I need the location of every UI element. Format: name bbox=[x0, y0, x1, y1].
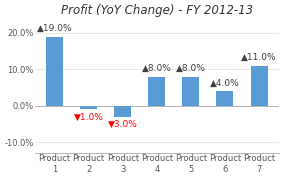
Bar bbox=[80, 106, 97, 109]
Text: ▼1.0%: ▼1.0% bbox=[74, 113, 104, 122]
Text: ▲8.0%: ▲8.0% bbox=[142, 64, 172, 73]
Bar bbox=[182, 77, 200, 106]
Title: Profit (YoY Change) - FY 2012-13: Profit (YoY Change) - FY 2012-13 bbox=[61, 4, 253, 17]
Text: ▲4.0%: ▲4.0% bbox=[210, 78, 240, 88]
Bar bbox=[148, 77, 165, 106]
Bar bbox=[216, 91, 233, 106]
Bar bbox=[114, 106, 131, 117]
Bar bbox=[250, 66, 268, 106]
Bar bbox=[46, 36, 63, 106]
Text: ▲19.0%: ▲19.0% bbox=[37, 24, 72, 33]
Text: ▲8.0%: ▲8.0% bbox=[176, 64, 206, 73]
Text: ▲11.0%: ▲11.0% bbox=[241, 53, 277, 62]
Text: ▼3.0%: ▼3.0% bbox=[108, 120, 138, 129]
